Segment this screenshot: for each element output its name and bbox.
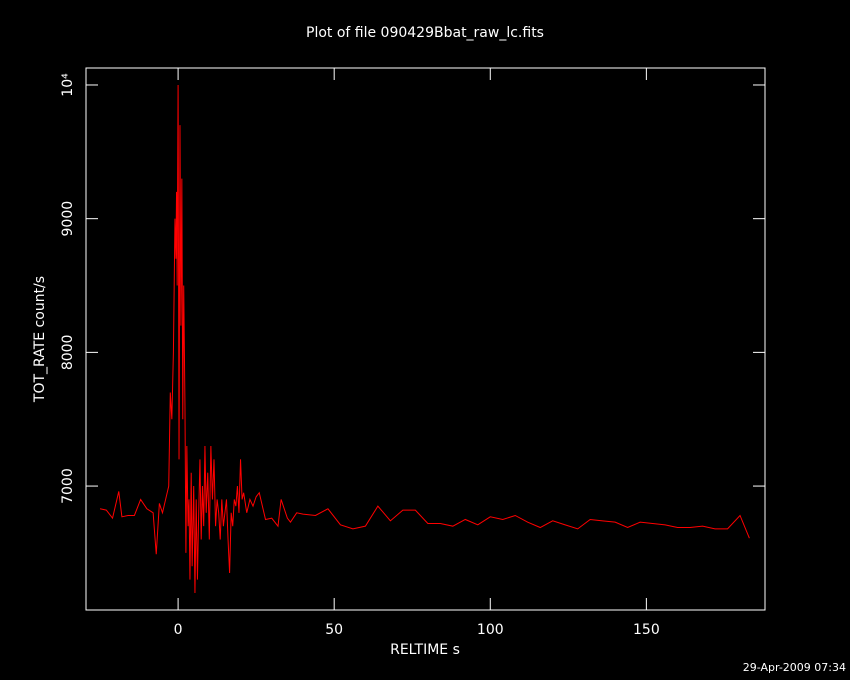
y-axis-label: TOT_RATE count/s bbox=[32, 276, 48, 403]
data-line bbox=[99, 84, 750, 594]
y-tick-label: 10⁴ bbox=[60, 73, 76, 97]
plot-frame bbox=[85, 67, 766, 611]
timestamp: 29-Apr-2009 07:34 bbox=[743, 661, 846, 674]
y-tick-label: 9000 bbox=[60, 201, 76, 237]
x-tick-label: 100 bbox=[477, 622, 504, 638]
x-tick-label: 50 bbox=[325, 622, 343, 638]
y-tick-label: 7000 bbox=[60, 468, 76, 504]
x-tick-label: 0 bbox=[174, 622, 183, 638]
chart-title: Plot of file 090429Bbat_raw_lc.fits bbox=[306, 25, 544, 41]
x-tick-label: 150 bbox=[633, 622, 660, 638]
x-axis-label: RELTIME s bbox=[390, 642, 460, 658]
y-tick-label: 8000 bbox=[60, 335, 76, 371]
